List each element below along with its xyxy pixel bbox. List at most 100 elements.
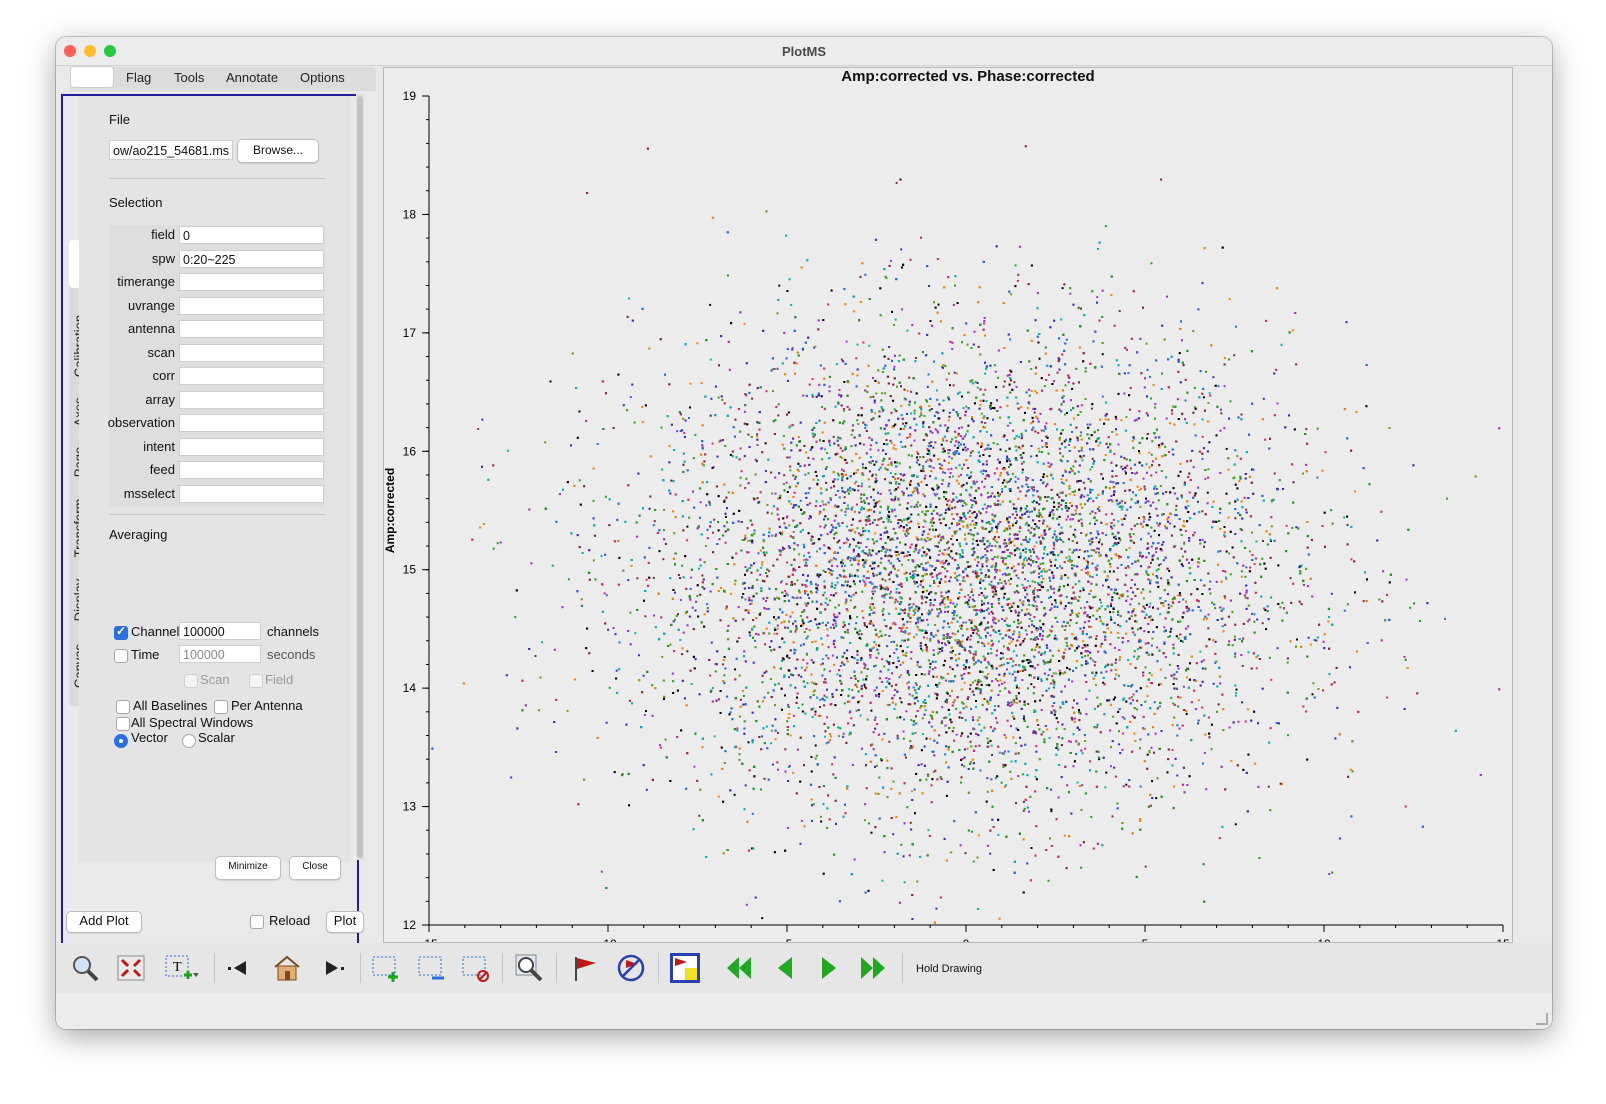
tab-flag[interactable]: Flag: [126, 70, 152, 85]
data-point: [1042, 476, 1045, 478]
data-point: [978, 609, 981, 612]
data-point: [906, 329, 909, 332]
all-spw-checkbox[interactable]: [116, 717, 130, 731]
data-point: [910, 790, 913, 793]
data-point: [927, 829, 930, 832]
data-point: [1033, 616, 1036, 618]
data-point: [944, 716, 947, 719]
browse-button[interactable]: Browse...: [237, 139, 319, 163]
data-point: [1101, 543, 1103, 546]
data-point: [776, 312, 779, 315]
selection-field-scan[interactable]: [179, 343, 324, 362]
minimize-window-button[interactable]: [84, 45, 96, 57]
channel-average-checkbox[interactable]: [114, 624, 128, 640]
data-point: [971, 520, 974, 523]
close-button[interactable]: Close: [289, 856, 341, 880]
data-point: [768, 570, 770, 573]
data-point: [873, 585, 876, 588]
data-point: [1171, 598, 1174, 600]
selection-field-intent[interactable]: [179, 437, 324, 456]
data-point: [950, 522, 953, 525]
time-average-field[interactable]: 100000: [179, 645, 261, 663]
data-point: [762, 597, 765, 600]
selection-field-uvrange[interactable]: [179, 296, 324, 315]
data-point: [1028, 402, 1031, 405]
close-window-button[interactable]: [64, 45, 76, 57]
data-point: [878, 468, 881, 471]
data-point: [1053, 530, 1056, 533]
data-point: [1270, 596, 1273, 599]
vector-radio[interactable]: [114, 734, 128, 748]
selection-field-field[interactable]: 0: [179, 226, 324, 244]
data-point: [1022, 640, 1025, 642]
minimize-button[interactable]: Minimize: [215, 856, 281, 880]
data-point: [871, 473, 874, 476]
data-point: [851, 460, 854, 463]
tab-plot[interactable]: [70, 66, 114, 88]
data-point: [1244, 720, 1247, 723]
data-point: [1202, 762, 1204, 765]
data-point: [1113, 536, 1116, 539]
scrollbar-thumb[interactable]: [357, 96, 363, 858]
data-point: [1037, 565, 1040, 568]
data-point: [1229, 400, 1232, 403]
tab-tools[interactable]: Tools: [174, 70, 205, 85]
data-point: [929, 599, 932, 601]
data-point: [936, 741, 939, 744]
data-point: [1154, 403, 1157, 406]
data-point: [829, 559, 832, 562]
data-point: [1113, 452, 1116, 455]
data-point: [686, 539, 689, 542]
selection-field-antenna[interactable]: [179, 320, 324, 338]
scalar-radio[interactable]: [182, 734, 196, 748]
selection-field-array[interactable]: [179, 390, 324, 409]
data-point: [865, 523, 868, 526]
tab-annotate[interactable]: Annotate: [226, 70, 279, 85]
data-point: [794, 686, 797, 689]
time-average-checkbox[interactable]: [114, 649, 128, 663]
selection-field-spw[interactable]: 0:20~225: [179, 249, 324, 268]
data-point: [1113, 766, 1116, 769]
selection-label-feed: feed: [149, 462, 175, 477]
data-point: [947, 748, 950, 751]
data-point: [881, 738, 884, 741]
data-point: [834, 622, 837, 625]
selection-field-msselect[interactable]: [179, 484, 324, 503]
add-plot-button[interactable]: Add Plot: [66, 911, 142, 933]
selection-field-feed[interactable]: [179, 461, 324, 479]
plot-button[interactable]: Plot: [326, 911, 364, 933]
data-point: [1153, 701, 1156, 704]
scatter-chart[interactable]: Amp:corrected vs. Phase:corrected1213141…: [384, 68, 1512, 942]
selection-field-observation[interactable]: [179, 414, 324, 432]
file-path-field[interactable]: ow/ao215_54681.ms: [109, 140, 233, 160]
plot-canvas[interactable]: Amp:corrected vs. Phase:corrected 12 13 14 1…: [383, 67, 1513, 943]
scan-average-checkbox[interactable]: [184, 674, 198, 688]
data-point: [881, 658, 884, 661]
selection-field-corr[interactable]: [179, 367, 324, 385]
data-point: [928, 285, 930, 287]
data-point: [947, 461, 950, 464]
data-point: [1234, 823, 1237, 826]
data-point: [1035, 525, 1038, 528]
data-point: [840, 358, 843, 361]
data-point: [947, 468, 950, 471]
data-point: [1270, 678, 1273, 681]
all-baselines-checkbox[interactable]: [116, 700, 130, 714]
data-point: [911, 694, 914, 697]
selection-field-timerange[interactable]: [179, 273, 324, 291]
data-point: [962, 407, 965, 410]
data-point: [1016, 279, 1019, 282]
tab-options[interactable]: Options: [300, 70, 345, 85]
data-point: [743, 410, 746, 413]
reload-checkbox[interactable]: [250, 915, 264, 929]
data-point: [951, 668, 954, 671]
data-point: [1270, 525, 1273, 528]
panel-scrollbar[interactable]: [356, 94, 364, 860]
zoom-window-button[interactable]: [104, 45, 116, 57]
data-point: [1089, 468, 1092, 471]
per-antenna-checkbox[interactable]: [214, 700, 228, 714]
channel-average-field[interactable]: 100000: [179, 622, 261, 640]
data-point: [1138, 452, 1141, 455]
data-point: [1071, 387, 1074, 390]
field-average-checkbox[interactable]: [249, 674, 263, 688]
